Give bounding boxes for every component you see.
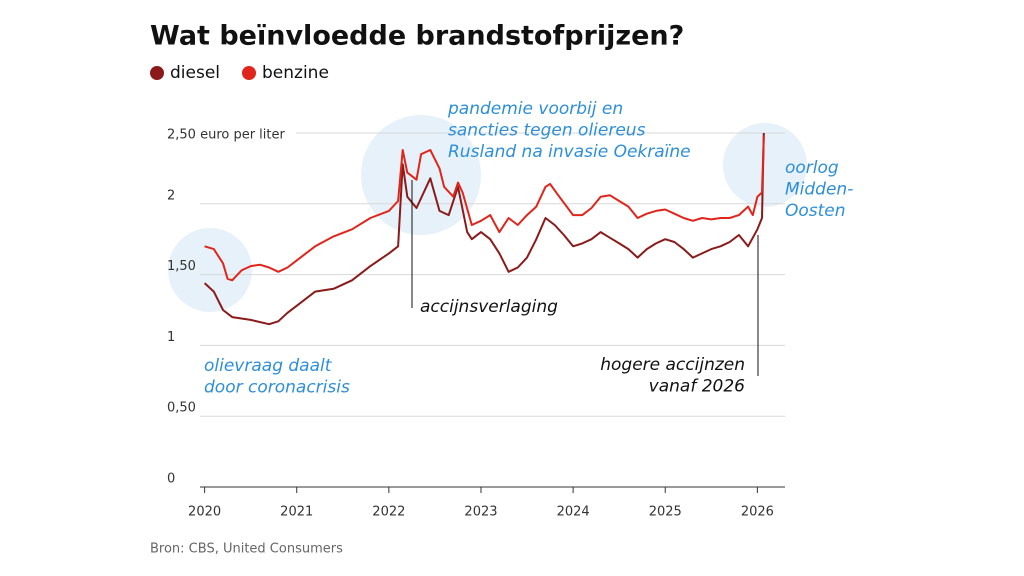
legend-label: benzine bbox=[262, 63, 329, 83]
annotation: olievraag daalt bbox=[204, 356, 333, 376]
legend-marker bbox=[150, 66, 164, 80]
x-tick-label: 2023 bbox=[464, 505, 497, 520]
x-tick-label: 2020 bbox=[188, 505, 221, 520]
y-tick-label: 1,50 bbox=[167, 259, 196, 274]
annotation: oorlog bbox=[785, 158, 839, 178]
x-tick-label: 2025 bbox=[649, 505, 682, 520]
annotation: vanaf 2026 bbox=[649, 377, 746, 397]
annotation: pandemie voorbij en bbox=[447, 99, 623, 119]
y-tick-label: 2,50 euro per liter bbox=[167, 128, 286, 143]
legend-label: diesel bbox=[170, 63, 220, 83]
annotation: accijnsverlaging bbox=[420, 297, 558, 317]
y-tick-label: 0 bbox=[167, 472, 175, 487]
line-1 bbox=[204, 135, 765, 282]
annotation: Rusland na invasie Oekraïne bbox=[448, 142, 691, 162]
line-0 bbox=[203, 132, 765, 326]
legend-marker bbox=[242, 66, 257, 80]
annotation: Oosten bbox=[785, 201, 846, 221]
y-tick-label: 2 bbox=[167, 188, 175, 203]
y-tick-label: 1 bbox=[167, 330, 175, 345]
y-tick-label: 0,50 bbox=[167, 401, 196, 416]
chart-title: Wat beïnvloedde brandstofprijzen? bbox=[150, 21, 684, 52]
annotation: hogere accijnzen bbox=[600, 355, 745, 375]
x-tick-label: 2026 bbox=[741, 505, 774, 520]
x-tick-label: 2021 bbox=[280, 505, 313, 520]
annotation: sancties tegen oliereus bbox=[448, 121, 646, 141]
source: Bron: CBS, United Consumers bbox=[150, 542, 343, 557]
x-tick-label: 2022 bbox=[372, 505, 405, 520]
highlight-circle bbox=[723, 123, 807, 207]
annotation: door coronacrisis bbox=[204, 378, 350, 398]
x-tick-label: 2024 bbox=[557, 505, 590, 520]
highlight-circle bbox=[168, 228, 252, 312]
annotation: Midden- bbox=[785, 180, 853, 200]
